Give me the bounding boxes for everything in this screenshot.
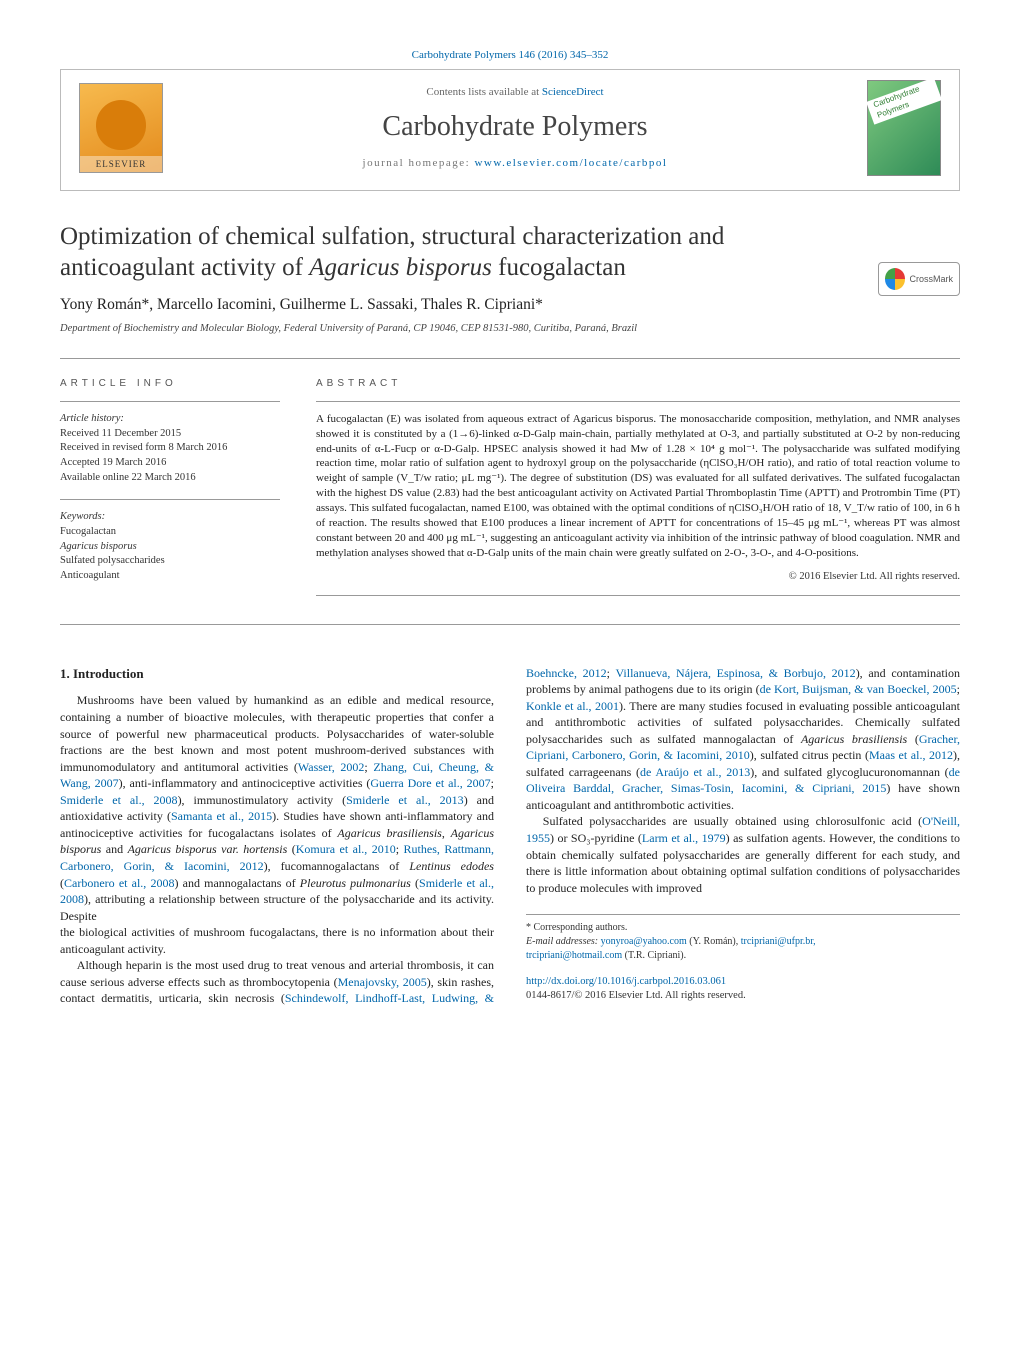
citation-link[interactable]: Carbohydrate Polymers 146 (2016) 345–352 <box>412 49 609 61</box>
corresponding-note: * Corresponding authors. <box>526 921 960 935</box>
history-line: Available online 22 March 2016 <box>60 471 280 486</box>
crossmark-icon <box>885 268 905 290</box>
history-line: Accepted 19 March 2016 <box>60 456 280 471</box>
issn-line: 0144-8617/© 2016 Elsevier Ltd. All right… <box>526 989 960 1003</box>
body-paragraph: Mushrooms have been valued by humankind … <box>60 692 494 924</box>
body-paragraph: the biological activities of mushroom fu… <box>60 924 494 957</box>
running-citation: Carbohydrate Polymers 146 (2016) 345–352 <box>60 48 960 63</box>
email-label: E-mail addresses: <box>526 936 598 947</box>
header-center: Contents lists available at ScienceDirec… <box>163 85 867 170</box>
info-abstract-row: ARTICLE INFO Article history: Received 1… <box>60 369 960 605</box>
email-who: (Y. Román) <box>689 936 735 947</box>
cover-thumb-text: Carbohydrate Polymers <box>866 77 942 124</box>
journal-title: Carbohydrate Polymers <box>163 108 867 146</box>
history-line: Received 11 December 2015 <box>60 427 280 442</box>
email-line: E-mail addresses: yonyroa@yahoo.com (Y. … <box>526 935 960 949</box>
doi-block: http://dx.doi.org/10.1016/j.carbpol.2016… <box>526 975 960 1004</box>
section-title: Introduction <box>73 666 144 681</box>
section-number: 1. <box>60 666 70 681</box>
abstract-column: ABSTRACT A fucogalactan (E) was isolated… <box>316 369 960 605</box>
article-info-column: ARTICLE INFO Article history: Received 1… <box>60 369 280 605</box>
keyword: Anticoagulant <box>60 569 280 584</box>
keywords-block: Keywords: Fucogalactan Agaricus bisporus… <box>60 510 280 583</box>
affiliation-line: Department of Biochemistry and Molecular… <box>60 322 960 336</box>
article-title: Optimization of chemical sulfation, stru… <box>60 221 840 284</box>
crossmark-label: CrossMark <box>909 273 953 285</box>
elsevier-logo-text: ELSEVIER <box>80 156 162 172</box>
body-text-columns: 1. Introduction Mushrooms have been valu… <box>60 665 960 1007</box>
abstract-copyright: © 2016 Elsevier Ltd. All rights reserved… <box>316 570 960 584</box>
contents-prefix: Contents lists available at <box>426 86 541 98</box>
journal-header-box: ELSEVIER Contents lists available at Sci… <box>60 69 960 191</box>
crossmark-badge[interactable]: CrossMark <box>878 262 960 296</box>
keyword: Fucogalactan <box>60 525 280 540</box>
history-line: Received in revised form 8 March 2016 <box>60 441 280 456</box>
homepage-prefix: journal homepage: <box>363 157 475 169</box>
keyword: Sulfated polysaccharides <box>60 554 280 569</box>
rule-top <box>60 358 960 359</box>
rule-bottom <box>60 624 960 625</box>
author-email[interactable]: yonyroa@yahoo.com <box>601 936 687 947</box>
homepage-url[interactable]: www.elsevier.com/locate/carbpol <box>474 157 667 169</box>
keyword: Agaricus bisporus <box>60 540 280 555</box>
email-line-2: trcipriani@hotmail.com (T.R. Cipriani). <box>526 949 960 963</box>
authors-line: Yony Román*, Marcello Iacomini, Guilherm… <box>60 295 960 316</box>
article-history-block: Article history: Received 11 December 20… <box>60 412 280 485</box>
article-history-heading: Article history: <box>60 412 280 427</box>
elsevier-logo[interactable]: ELSEVIER <box>79 83 163 173</box>
rule-info-2 <box>60 499 280 500</box>
footnotes-block: * Corresponding authors. E-mail addresse… <box>526 914 960 962</box>
journal-homepage-line: journal homepage: www.elsevier.com/locat… <box>163 156 867 171</box>
contents-lists-line: Contents lists available at ScienceDirec… <box>163 85 867 100</box>
sciencedirect-link[interactable]: ScienceDirect <box>542 86 604 98</box>
abstract-text: A fucogalactan (E) was isolated from aqu… <box>316 412 960 560</box>
email-who: (T.R. Cipriani). <box>625 950 686 961</box>
abstract-label: ABSTRACT <box>316 377 960 391</box>
rule-abs-1 <box>316 401 960 402</box>
author-email[interactable]: trcipriani@ufpr.br, <box>741 936 816 947</box>
section-heading: 1. Introduction <box>60 665 494 683</box>
article-info-label: ARTICLE INFO <box>60 377 280 391</box>
author-email[interactable]: trcipriani@hotmail.com <box>526 950 622 961</box>
doi-link[interactable]: http://dx.doi.org/10.1016/j.carbpol.2016… <box>526 975 960 989</box>
rule-info-1 <box>60 401 280 402</box>
body-paragraph: Sulfated polysaccharides are usually obt… <box>526 813 960 896</box>
keywords-heading: Keywords: <box>60 510 280 525</box>
journal-cover-thumbnail[interactable]: Carbohydrate Polymers <box>867 80 941 176</box>
elsevier-tree-icon <box>96 100 146 150</box>
rule-abs-2 <box>316 595 960 596</box>
